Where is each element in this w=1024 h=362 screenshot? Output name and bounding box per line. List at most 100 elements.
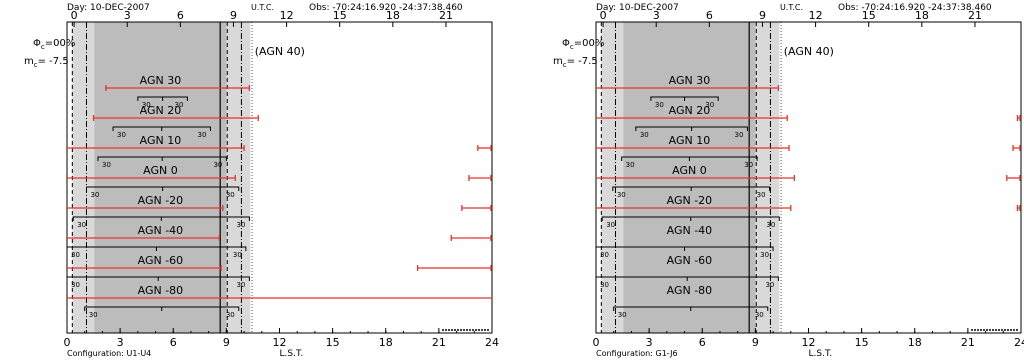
utc-tick-label: 21: [439, 9, 453, 22]
lst-tick-label: 9: [752, 336, 759, 349]
lst-tick-label: 12: [802, 336, 816, 349]
utc-tick-label: 0: [600, 9, 607, 22]
target-name: AGN 10: [669, 134, 711, 147]
bracket-elevation-label: 30: [600, 251, 609, 259]
utc-tick-label: 12: [280, 9, 294, 22]
target-name: AGN -20: [667, 194, 713, 207]
target-name: AGN -80: [138, 284, 184, 297]
bracket-elevation-label: 30: [117, 131, 126, 139]
bracket-elevation-label: 30: [606, 221, 615, 229]
bracket-elevation-label: 30: [618, 311, 627, 319]
lst-axis-label: L.S.T.: [280, 349, 304, 359]
bracket-elevation-label: 30: [142, 101, 151, 109]
lst-tick-label: 6: [170, 336, 177, 349]
target-name: AGN -60: [667, 254, 713, 267]
utc-tick-label: 18: [915, 9, 929, 22]
utc-tick-label: 3: [124, 9, 131, 22]
bracket-elevation-label: 30: [71, 251, 80, 259]
utc-label: U.T.C.: [251, 3, 274, 12]
bracket-elevation-label: 30: [226, 311, 235, 319]
moon-magnitude-part: = -7.5: [567, 56, 598, 67]
target-name: AGN -60: [138, 254, 184, 267]
utc-tick-label: 18: [386, 9, 400, 22]
bracket-elevation-label: 30: [600, 281, 609, 289]
highlighted-target-label: (AGN 40): [255, 45, 305, 58]
moon-phase-part: Φ: [562, 38, 570, 49]
bracket-elevation-label: 30: [102, 161, 111, 169]
utc-tick-label: 15: [333, 9, 347, 22]
lst-tick-label: 0: [593, 336, 600, 349]
bracket-elevation-label: 30: [734, 131, 743, 139]
lst-tick-label: 9: [223, 336, 230, 349]
lst-tick-label: 15: [855, 336, 869, 349]
day-label: Day: 10-DEC-2007: [596, 3, 679, 13]
bracket-elevation-label: 30: [198, 131, 207, 139]
bracket-elevation-label: 30: [655, 101, 664, 109]
highlighted-target-label: (AGN 40): [784, 45, 834, 58]
target-name: AGN -40: [667, 224, 713, 237]
bracket-elevation-label: 30: [89, 311, 98, 319]
bracket-elevation-label: 30: [766, 221, 775, 229]
bracket-elevation-label: 30: [90, 191, 99, 199]
target-name: AGN 30: [140, 74, 182, 87]
bracket-elevation-label: 30: [757, 191, 766, 199]
utc-label: U.T.C.: [780, 3, 803, 12]
bracket-elevation-label: 30: [760, 251, 769, 259]
moon-magnitude-label: mc= -7.5: [553, 56, 598, 69]
moon-phase-label: Φc=00%: [562, 38, 604, 51]
utc-tick-label: 6: [177, 9, 184, 22]
target-name: AGN -80: [667, 284, 713, 297]
lst-tick-label: 3: [117, 336, 124, 349]
moon-phase-part: =00%: [574, 38, 605, 49]
moon-magnitude-part: c: [563, 61, 567, 69]
bracket-elevation-label: 30: [77, 221, 86, 229]
utc-tick-label: 9: [230, 9, 237, 22]
target-name: AGN -20: [138, 194, 184, 207]
lst-tick-label: 21: [961, 336, 975, 349]
target-name: AGN 20: [669, 104, 711, 117]
lst-tick-label: 18: [908, 336, 922, 349]
utc-tick-label: 21: [968, 9, 982, 22]
utc-tick-label: 15: [862, 9, 876, 22]
target-name: AGN -40: [138, 224, 184, 237]
day-label: Day: 10-DEC-2007: [67, 3, 150, 13]
obs-label: Obs: -70:24:16.920 -24:37:38.460: [838, 3, 992, 13]
bracket-elevation-label: 30: [236, 281, 245, 289]
lst-tick-label: 24: [1014, 336, 1024, 349]
bracket-elevation-label: 30: [174, 101, 183, 109]
target-name: AGN 0: [672, 164, 707, 177]
chart-panel-2: 0 3 6 9 12 15 18 21 24 0 3 6 9 12 15 18 21 Day: 10-DEC-20…: [553, 3, 1024, 359]
configuration-label: Configuration: U1-U4: [67, 349, 151, 358]
bracket-elevation-label: 30: [705, 101, 714, 109]
moon-phase-part: c: [570, 43, 574, 51]
lst-tick-label: 15: [326, 336, 340, 349]
utc-tick-label: 0: [71, 9, 78, 22]
lst-tick-label: 12: [273, 336, 287, 349]
lst-tick-label: 21: [432, 336, 446, 349]
bracket-elevation-label: 30: [744, 161, 753, 169]
lst-tick-label: 0: [64, 336, 71, 349]
bracket-elevation-label: 30: [226, 191, 235, 199]
target-name: AGN 20: [140, 104, 182, 117]
moon-magnitude-part: m: [24, 56, 34, 67]
configuration-label: Configuration: G1-J6: [596, 349, 678, 358]
lst-tick-label: 3: [646, 336, 653, 349]
target-name: AGN 0: [143, 164, 178, 177]
obs-label: Obs: -70:24:16.920 -24:37:38.460: [309, 3, 463, 13]
utc-tick-label: 3: [653, 9, 660, 22]
target-name: AGN 10: [140, 134, 182, 147]
lst-tick-label: 24: [485, 336, 499, 349]
moon-magnitude-label: mc= -7.5: [24, 56, 69, 69]
moon-magnitude-part: = -7.5: [38, 56, 69, 67]
moon-magnitude-part: m: [553, 56, 563, 67]
moon-phase-label: Φc=00%: [33, 38, 75, 51]
bracket-elevation-label: 30: [755, 311, 764, 319]
bracket-elevation-label: 30: [640, 131, 649, 139]
bracket-elevation-label: 30: [626, 161, 635, 169]
lst-tick-label: 18: [379, 336, 393, 349]
utc-tick-label: 12: [809, 9, 823, 22]
moon-phase-part: c: [41, 43, 45, 51]
moon-magnitude-part: c: [34, 61, 38, 69]
moon-phase-part: Φ: [33, 38, 41, 49]
